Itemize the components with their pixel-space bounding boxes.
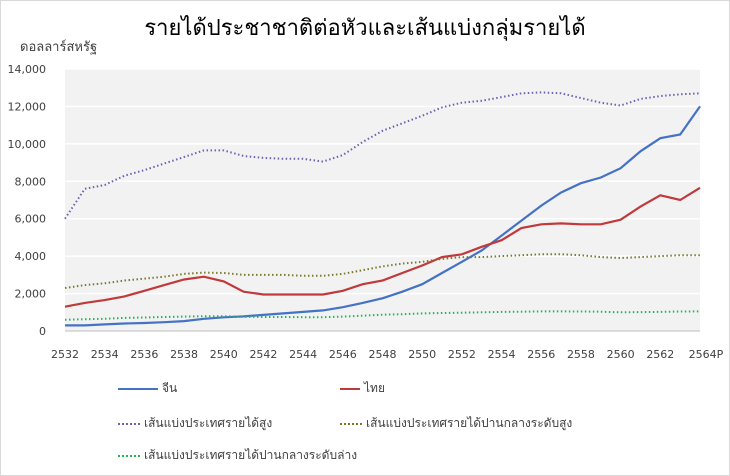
- x-tick-label: 2548: [369, 348, 397, 361]
- series-line: [64, 310, 701, 321]
- x-tick-label: 2550: [408, 348, 436, 361]
- y-axis-label: ดอลลาร์สหรัฐ: [20, 40, 98, 55]
- x-tick-label: 2562: [646, 348, 674, 361]
- legend-label: ไทย: [364, 381, 385, 395]
- chart-title: รายได้ประชาชาติต่อหัวและเส้นแบ่งกลุ่มราย…: [144, 16, 586, 41]
- legend-swatch: [118, 422, 140, 425]
- y-tick-label: 8,000: [15, 175, 47, 188]
- x-tick-label: 2564P: [689, 348, 724, 361]
- x-tick-label: 2544: [289, 348, 317, 361]
- legend-item-china: จีน: [118, 379, 177, 398]
- legend-item-high-income: เส้นแบ่งประเทศรายได้สูง: [118, 414, 272, 433]
- plot-area: [65, 69, 700, 331]
- legend-label: เส้นแบ่งประเทศรายได้สูง: [144, 416, 273, 430]
- y-tick-label: 10,000: [8, 138, 47, 151]
- legend-swatch: [118, 387, 158, 390]
- y-tick-label: 14,000: [8, 63, 47, 76]
- y-tick-label: 12,000: [8, 100, 47, 113]
- legend-swatch: [340, 387, 360, 390]
- x-tick-label: 2554: [488, 348, 516, 361]
- x-tick-label: 2560: [607, 348, 635, 361]
- x-tick-label: 2556: [527, 348, 555, 361]
- y-tick-label: 6,000: [15, 213, 47, 226]
- y-tick-label: 2,000: [15, 288, 47, 301]
- x-tick-label: 2546: [329, 348, 357, 361]
- x-tick-label: 2534: [91, 348, 119, 361]
- x-tick-label: 2536: [130, 348, 158, 361]
- legend-label: เส้นแบ่งประเทศรายได้ปานกลางระดับล่าง: [144, 448, 358, 462]
- x-tick-label: 2540: [210, 348, 238, 361]
- legend-label: เส้นแบ่งประเทศรายได้ปานกลางระดับสูง: [366, 416, 573, 430]
- legend-label: จีน: [162, 381, 178, 395]
- x-tick-label: 2532: [51, 348, 79, 361]
- x-tick-label: 2552: [448, 348, 476, 361]
- x-tick-label: 2542: [249, 348, 277, 361]
- legend-item-upper-middle: เส้นแบ่งประเทศรายได้ปานกลางระดับสูง: [340, 414, 572, 433]
- x-tick-label: 2558: [567, 348, 595, 361]
- series-line: [64, 186, 701, 308]
- y-tick-label: 0: [39, 325, 46, 338]
- y-tick-label: 4,000: [15, 250, 47, 263]
- series-line: [65, 105, 701, 327]
- legend-swatch: [118, 454, 140, 457]
- legend-swatch: [340, 422, 362, 425]
- series-line: [64, 91, 701, 220]
- legend-item-thailand: ไทย: [340, 379, 385, 398]
- x-tick-label: 2538: [170, 348, 198, 361]
- legend-item-lower-middle: เส้นแบ่งประเทศรายได้ปานกลางระดับล่าง: [118, 446, 357, 465]
